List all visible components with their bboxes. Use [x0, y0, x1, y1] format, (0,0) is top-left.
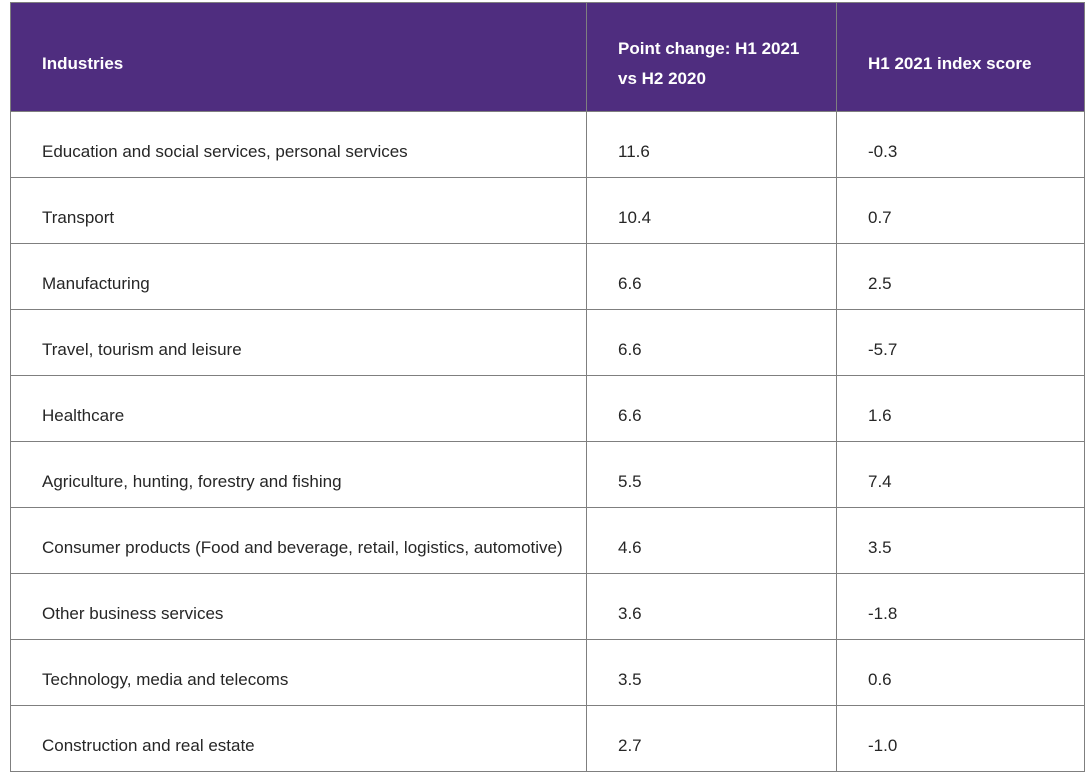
table-row: Other business services 3.6 -1.8	[10, 573, 1085, 640]
industry-cell: Manufacturing	[10, 243, 587, 310]
table-row: Healthcare 6.6 1.6	[10, 375, 1085, 442]
industry-cell: Travel, tourism and leisure	[10, 309, 587, 376]
industry-cell: Agriculture, hunting, forestry and fishi…	[10, 441, 587, 508]
index-score-cell: 0.6	[836, 639, 1085, 706]
industry-cell: Healthcare	[10, 375, 587, 442]
point-change-cell: 3.5	[586, 639, 837, 706]
table-row: Construction and real estate 2.7 -1.0	[10, 705, 1085, 772]
industry-cell: Technology, media and telecoms	[10, 639, 587, 706]
point-change-cell: 3.6	[586, 573, 837, 640]
point-change-cell: 6.6	[586, 243, 837, 310]
industry-cell: Education and social services, personal …	[10, 111, 587, 178]
index-score-cell: -5.7	[836, 309, 1085, 376]
index-score-cell: -0.3	[836, 111, 1085, 178]
header-label-industries: Industries	[42, 54, 124, 73]
index-score-cell: 7.4	[836, 441, 1085, 508]
index-score-cell: 2.5	[836, 243, 1085, 310]
industry-cell: Other business services	[10, 573, 587, 640]
point-change-cell: 4.6	[586, 507, 837, 574]
table-row: Travel, tourism and leisure 6.6 -5.7	[10, 309, 1085, 376]
point-change-cell: 5.5	[586, 441, 837, 508]
header-cell-point-change: Point change: H1 2021 vs H2 2020	[586, 2, 837, 112]
index-score-cell: 0.7	[836, 177, 1085, 244]
header-row: Industries Point change: H1 2021 vs H2 2…	[10, 2, 1085, 112]
point-change-cell: 11.6	[586, 111, 837, 178]
header-cell-industries: Industries	[10, 2, 587, 112]
header-cell-index-score: H1 2021 index score	[836, 2, 1085, 112]
index-score-cell: 1.6	[836, 375, 1085, 442]
header-label-point-change-line2: vs H2 2020	[618, 69, 706, 88]
table-row: Agriculture, hunting, forestry and fishi…	[10, 441, 1085, 508]
table-row: Education and social services, personal …	[10, 111, 1085, 178]
point-change-cell: 6.6	[586, 309, 837, 376]
industry-cell: Construction and real estate	[10, 705, 587, 772]
table-row: Technology, media and telecoms 3.5 0.6	[10, 639, 1085, 706]
table-row: Consumer products (Food and beverage, re…	[10, 507, 1085, 574]
point-change-cell: 10.4	[586, 177, 837, 244]
industries-index-table: Industries Point change: H1 2021 vs H2 2…	[10, 2, 1085, 772]
table-body: Education and social services, personal …	[10, 111, 1085, 772]
table-header: Industries Point change: H1 2021 vs H2 2…	[10, 2, 1085, 112]
index-score-cell: 3.5	[836, 507, 1085, 574]
industry-cell: Transport	[10, 177, 587, 244]
industry-cell: Consumer products (Food and beverage, re…	[10, 507, 587, 574]
point-change-cell: 6.6	[586, 375, 837, 442]
point-change-cell: 2.7	[586, 705, 837, 772]
index-score-cell: -1.8	[836, 573, 1085, 640]
header-label-index-score: H1 2021 index score	[868, 54, 1032, 73]
table-row: Transport 10.4 0.7	[10, 177, 1085, 244]
header-label-point-change-line1: Point change: H1 2021	[618, 39, 800, 58]
index-score-cell: -1.0	[836, 705, 1085, 772]
table-row: Manufacturing 6.6 2.5	[10, 243, 1085, 310]
